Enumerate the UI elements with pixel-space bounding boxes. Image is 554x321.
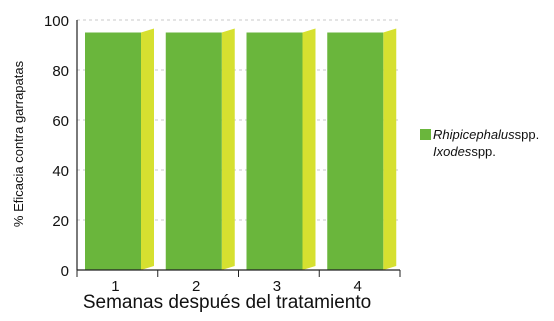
x-tick-label: 2 [192, 278, 200, 295]
legend-swatch-rhipicephalus [420, 129, 431, 140]
legend-swatch-ixodes [420, 146, 431, 157]
legend-item-rhipicephalus: Rhipicephalus spp. [420, 126, 539, 143]
legend: Rhipicephalus spp. Ixodes spp. [420, 126, 539, 160]
x-tick-label: 3 [273, 278, 281, 295]
bar-rhipicephalus [85, 32, 141, 270]
legend-label-rest: spp. [471, 144, 496, 159]
legend-item-ixodes: Ixodes spp. [420, 143, 539, 160]
axes-group [76, 20, 401, 277]
y-tick-label: 80 [52, 63, 69, 80]
y-tick-label: 100 [44, 13, 69, 30]
y-tick-label: 20 [52, 213, 69, 230]
x-tick-labels: 1 2 3 4 [111, 278, 362, 295]
bar-ixodes [302, 28, 316, 270]
x-tick-label: 1 [111, 278, 119, 295]
bars-group [85, 28, 397, 270]
y-tick-label: 60 [52, 113, 69, 130]
y-axis-title: % Eficacia contra garrapatas [11, 60, 26, 227]
legend-label-italic: Rhipicephalus [433, 127, 515, 142]
legend-label-italic: Ixodes [433, 144, 472, 159]
x-axis-title: Semanas después del tratamiento [83, 292, 371, 313]
legend-label-rest: spp. [514, 127, 540, 142]
y-tick-labels: 0 20 40 60 80 100 [44, 13, 69, 280]
bar-ixodes [221, 28, 235, 270]
bar-rhipicephalus [165, 32, 222, 270]
bar-rhipicephalus [246, 32, 303, 270]
y-tick-label: 40 [52, 163, 69, 180]
bar-ixodes [383, 28, 397, 270]
x-tick-label: 4 [353, 278, 361, 295]
y-tick-label: 0 [61, 263, 69, 280]
bar-rhipicephalus [327, 32, 384, 270]
bar-ixodes [141, 28, 154, 270]
